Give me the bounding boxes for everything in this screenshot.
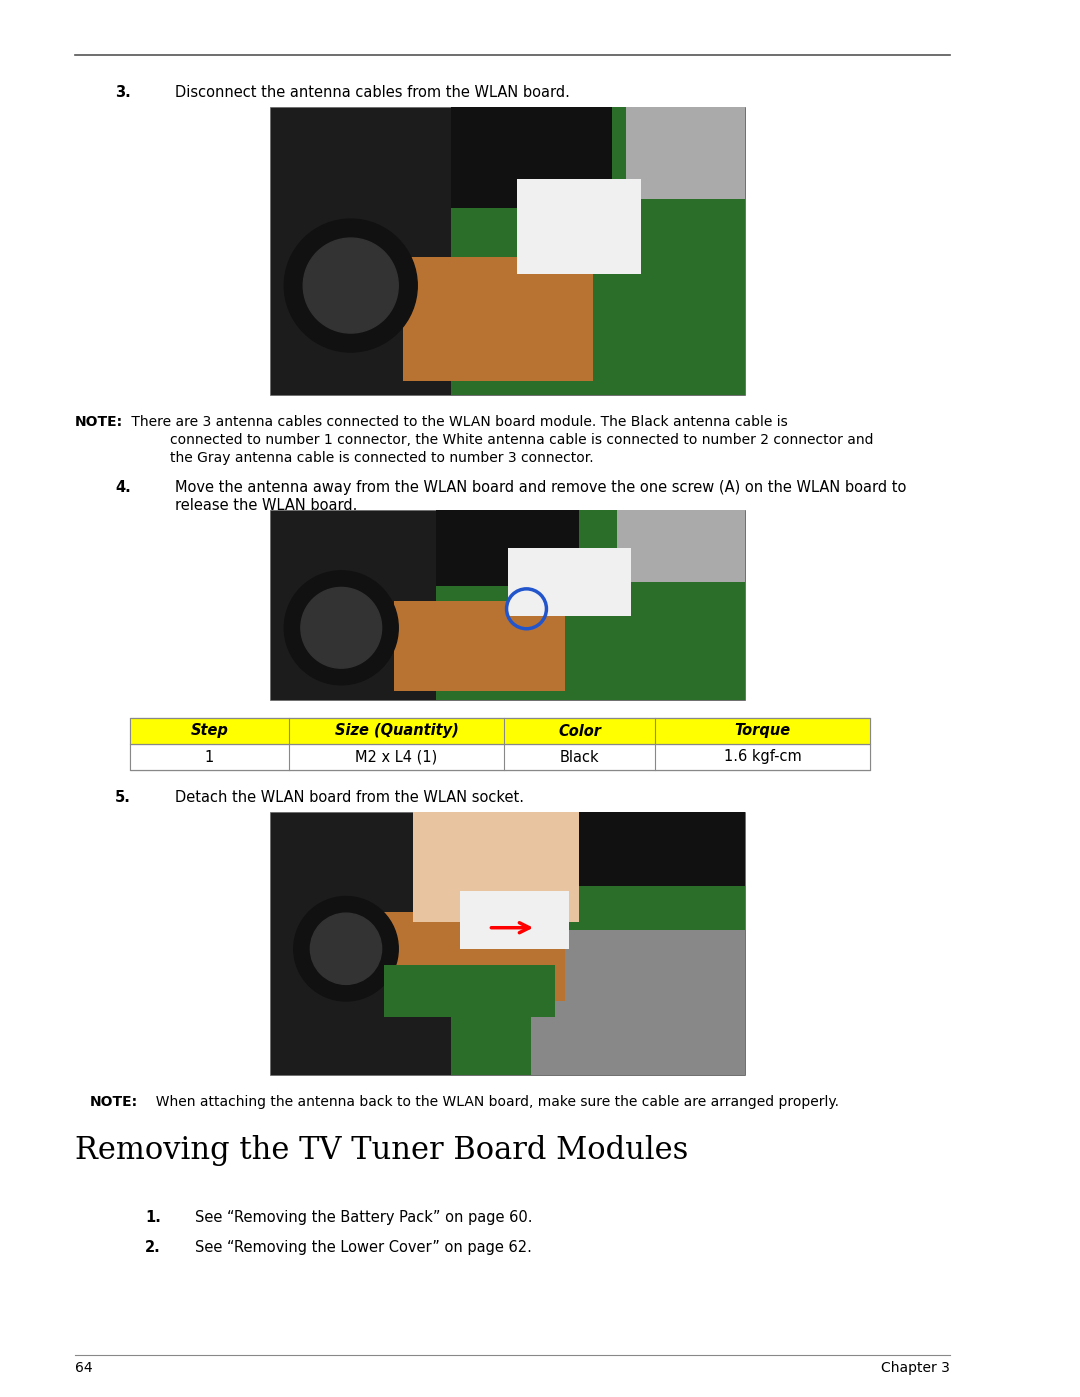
Text: Move the antenna away from the WLAN board and remove the one screw (A) on the WL: Move the antenna away from the WLAN boar… [175, 481, 906, 495]
Text: 4.: 4. [114, 481, 131, 495]
Bar [270, 812, 745, 1076]
Text: Chapter 3: Chapter 3 [881, 1361, 950, 1375]
Text: See “Removing the Lower Cover” on page 62.: See “Removing the Lower Cover” on page 6… [195, 1241, 531, 1255]
Bar [130, 745, 870, 770]
Text: M2 x L4 (1): M2 x L4 (1) [355, 750, 437, 764]
Text: 5.: 5. [114, 789, 131, 805]
Bar [384, 912, 565, 1002]
Text: Black: Black [559, 750, 599, 764]
Text: Step: Step [190, 724, 229, 739]
Bar [460, 891, 569, 949]
Text: NOTE:: NOTE: [90, 1095, 138, 1109]
Bar [450, 812, 745, 1076]
Bar [517, 179, 640, 274]
Text: There are 3 antenna cables connected to the WLAN board module. The Black antenna: There are 3 antenna cables connected to … [127, 415, 787, 429]
Bar [130, 718, 870, 745]
Bar [531, 930, 745, 1076]
Bar [130, 718, 870, 770]
Bar [270, 510, 745, 700]
Text: Detach the WLAN board from the WLAN socket.: Detach the WLAN board from the WLAN sock… [175, 789, 524, 805]
Circle shape [303, 237, 399, 332]
Bar [384, 964, 555, 1017]
Bar [508, 548, 631, 616]
Text: 1: 1 [205, 750, 214, 764]
Text: Torque: Torque [734, 724, 791, 739]
Text: 1.6 kgf-cm: 1.6 kgf-cm [724, 750, 801, 764]
Bar [403, 257, 593, 380]
Bar [450, 108, 745, 395]
Bar [393, 601, 565, 690]
Text: the Gray antenna cable is connected to number 3 connector.: the Gray antenna cable is connected to n… [170, 451, 594, 465]
Bar [626, 108, 745, 200]
Text: 64: 64 [75, 1361, 93, 1375]
Text: Size (Quantity): Size (Quantity) [335, 724, 458, 739]
Text: See “Removing the Battery Pack” on page 60.: See “Removing the Battery Pack” on page … [195, 1210, 532, 1225]
Text: Disconnect the antenna cables from the WLAN board.: Disconnect the antenna cables from the W… [175, 85, 570, 101]
Text: When attaching the antenna back to the WLAN board, make sure the cable are arran: When attaching the antenna back to the W… [147, 1095, 839, 1109]
Bar [436, 510, 745, 700]
Text: 1.: 1. [145, 1210, 161, 1225]
Circle shape [310, 914, 381, 985]
Bar [450, 108, 612, 208]
Bar [270, 108, 745, 395]
Text: release the WLAN board.: release the WLAN board. [175, 497, 357, 513]
Circle shape [284, 571, 399, 685]
Circle shape [301, 587, 381, 668]
Text: 2.: 2. [145, 1241, 161, 1255]
Text: NOTE:: NOTE: [75, 415, 123, 429]
Circle shape [284, 219, 417, 352]
Bar [450, 812, 745, 886]
Bar [617, 510, 745, 583]
Bar [436, 510, 579, 585]
Text: Color: Color [558, 724, 602, 739]
Bar [413, 812, 579, 922]
Text: Removing the TV Tuner Board Modules: Removing the TV Tuner Board Modules [75, 1134, 688, 1166]
Text: 3.: 3. [114, 85, 131, 101]
Text: connected to number 1 connector, the White antenna cable is connected to number : connected to number 1 connector, the Whi… [170, 433, 874, 447]
Circle shape [294, 897, 399, 1002]
